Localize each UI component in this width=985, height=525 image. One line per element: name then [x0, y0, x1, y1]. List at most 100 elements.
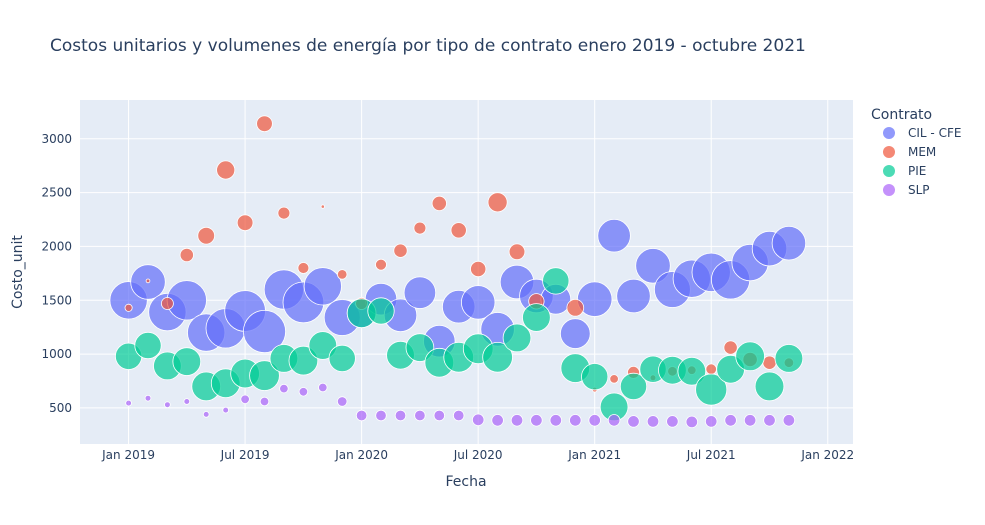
data-point[interactable] — [581, 363, 609, 391]
data-point[interactable] — [774, 344, 804, 373]
data-point[interactable] — [735, 341, 765, 372]
legend-item[interactable]: PIE — [883, 164, 926, 178]
data-point[interactable] — [724, 414, 737, 427]
data-point[interactable] — [569, 414, 582, 427]
data-point[interactable] — [782, 414, 796, 427]
data-point[interactable] — [705, 363, 717, 375]
data-point[interactable] — [754, 371, 785, 402]
data-point[interactable] — [288, 345, 319, 376]
data-point[interactable] — [134, 331, 162, 360]
data-point[interactable] — [771, 225, 807, 261]
data-point[interactable] — [685, 415, 699, 429]
data-point[interactable] — [762, 355, 777, 370]
data-point[interactable] — [453, 409, 465, 422]
data-point[interactable] — [413, 221, 427, 235]
data-point[interactable] — [431, 195, 447, 211]
data-point[interactable] — [144, 394, 152, 402]
data-point[interactable] — [298, 387, 309, 397]
data-point[interactable] — [124, 303, 133, 312]
data-point[interactable] — [145, 278, 151, 284]
data-point[interactable] — [393, 243, 408, 258]
data-point[interactable] — [763, 414, 776, 427]
data-point[interactable] — [695, 373, 728, 406]
data-point[interactable] — [597, 218, 631, 253]
data-point[interactable] — [705, 415, 718, 428]
data-point[interactable] — [450, 222, 467, 239]
y-tick-label: 2000 — [41, 239, 72, 253]
data-point[interactable] — [743, 414, 757, 427]
data-point[interactable] — [328, 344, 356, 372]
data-point[interactable] — [491, 414, 504, 427]
x-tick-label: Jan 2019 — [101, 448, 155, 462]
data-point[interactable] — [619, 372, 648, 400]
data-point[interactable] — [160, 297, 174, 310]
data-point[interactable] — [277, 206, 291, 220]
data-point[interactable] — [542, 267, 570, 295]
data-point[interactable] — [723, 340, 738, 355]
data-point[interactable] — [530, 414, 543, 427]
data-point[interactable] — [508, 243, 526, 261]
data-point[interactable] — [549, 414, 563, 427]
data-point[interactable] — [646, 415, 660, 428]
data-point[interactable] — [337, 396, 348, 407]
data-point[interactable] — [609, 374, 619, 384]
data-point[interactable] — [487, 192, 508, 213]
data-point[interactable] — [502, 323, 532, 353]
data-point[interactable] — [559, 318, 591, 349]
data-point[interactable] — [242, 309, 286, 353]
data-point[interactable] — [461, 285, 496, 320]
data-point[interactable] — [403, 276, 437, 309]
data-point[interactable] — [279, 383, 289, 394]
data-point[interactable] — [197, 226, 216, 245]
data-point[interactable] — [172, 347, 202, 376]
data-point[interactable] — [164, 401, 171, 409]
data-point[interactable] — [482, 341, 513, 373]
legend-label: SLP — [908, 183, 930, 197]
data-point[interactable] — [470, 260, 487, 278]
data-point[interactable] — [627, 415, 640, 428]
data-point[interactable] — [405, 333, 435, 362]
data-point[interactable] — [367, 297, 395, 325]
data-point[interactable] — [414, 409, 426, 422]
data-point[interactable] — [375, 258, 387, 271]
data-point[interactable] — [394, 409, 407, 422]
data-point[interactable] — [216, 160, 236, 180]
data-point[interactable] — [375, 409, 387, 422]
data-point[interactable] — [607, 414, 621, 427]
data-point[interactable] — [240, 394, 250, 405]
data-point[interactable] — [308, 331, 338, 360]
data-point[interactable] — [183, 398, 191, 405]
data-point[interactable] — [566, 298, 585, 317]
data-point[interactable] — [222, 406, 230, 414]
data-point[interactable] — [616, 278, 651, 314]
data-point[interactable] — [318, 382, 328, 393]
data-point[interactable] — [166, 280, 207, 321]
legend-item[interactable]: MEM — [883, 145, 936, 159]
legend-item[interactable]: SLP — [883, 183, 930, 197]
data-point[interactable] — [677, 356, 707, 386]
data-point[interactable] — [433, 409, 446, 422]
data-point[interactable] — [297, 262, 310, 274]
data-point[interactable] — [337, 269, 348, 280]
data-point[interactable] — [249, 360, 280, 391]
data-point[interactable] — [236, 214, 254, 232]
data-point[interactable] — [320, 204, 325, 209]
data-point[interactable] — [179, 247, 194, 263]
data-point[interactable] — [256, 115, 273, 132]
data-point[interactable] — [510, 414, 524, 427]
data-point[interactable] — [472, 413, 485, 427]
data-point[interactable] — [666, 415, 679, 428]
data-point[interactable] — [635, 248, 671, 284]
data-point[interactable] — [202, 411, 210, 418]
data-point[interactable] — [259, 396, 270, 407]
y-axis-label: Costo_unit — [10, 235, 26, 309]
data-point[interactable] — [522, 303, 551, 332]
y-tick-label: 1000 — [41, 347, 72, 361]
data-point[interactable] — [588, 414, 601, 427]
data-point[interactable] — [125, 399, 132, 407]
legend-item[interactable]: CIL - CFE — [883, 126, 961, 140]
data-point[interactable] — [303, 267, 342, 306]
data-point[interactable] — [577, 281, 613, 317]
data-point[interactable] — [355, 409, 368, 422]
